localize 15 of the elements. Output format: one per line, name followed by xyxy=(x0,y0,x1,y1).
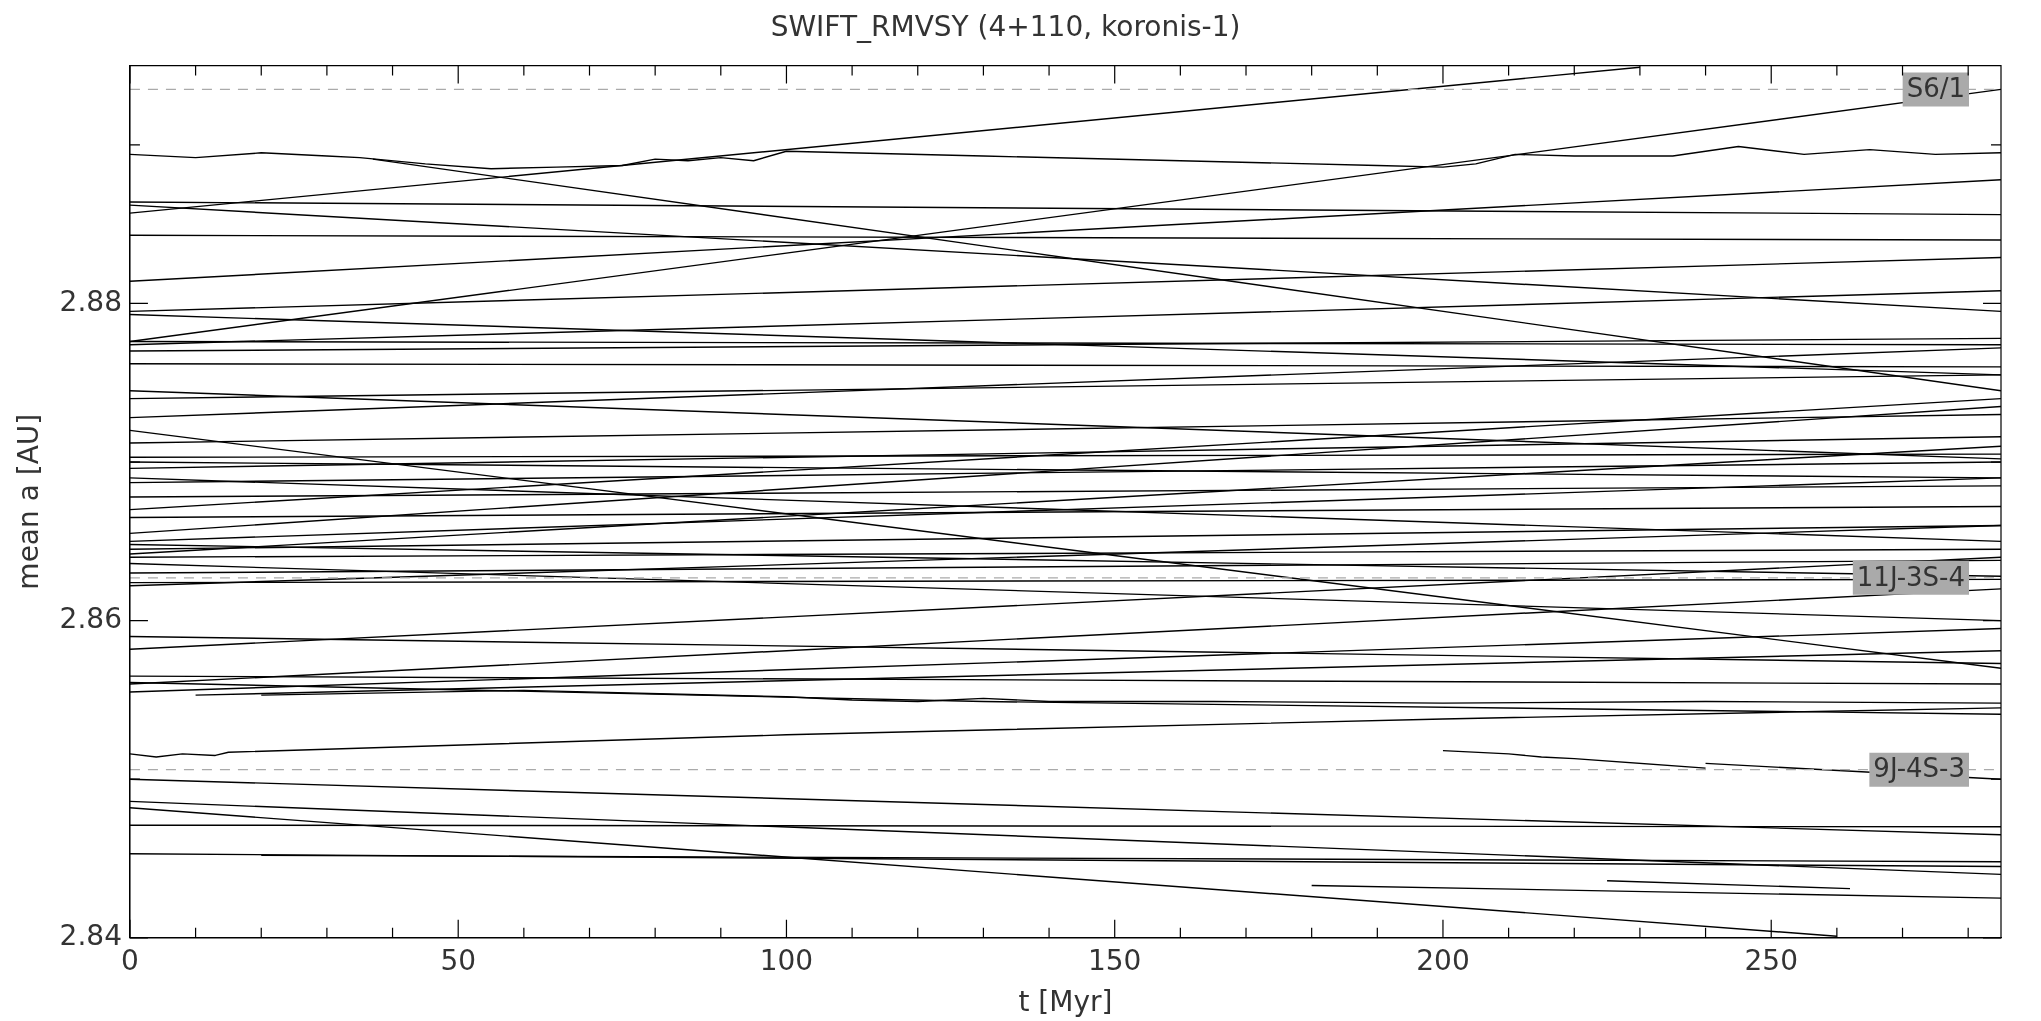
y-axis-title: mean a [AU] xyxy=(12,413,46,590)
ref-line-label: S6/1 xyxy=(1906,73,1966,104)
x-tick-label: 50 xyxy=(440,943,477,977)
ref-line-label: 9J-4S-3 xyxy=(1873,753,1966,784)
y-tick-label: 2.86 xyxy=(59,601,122,635)
y-tick-label: 2.84 xyxy=(59,919,122,953)
y-tick-label: 2.88 xyxy=(59,284,122,318)
x-tick-label: 0 xyxy=(121,943,139,977)
x-tick-label: 150 xyxy=(1087,943,1142,977)
x-tick-label: 200 xyxy=(1416,943,1470,977)
x-tick-label: 100 xyxy=(759,943,814,977)
ref-line-label: 11J-3S-4 xyxy=(1856,561,1966,592)
x-axis-title: t [Myr] xyxy=(1018,985,1113,1019)
x-tick-label: 250 xyxy=(1744,943,1798,977)
chart-title: SWIFT_RMVSY (4+110, koronis-1) xyxy=(770,10,1241,44)
